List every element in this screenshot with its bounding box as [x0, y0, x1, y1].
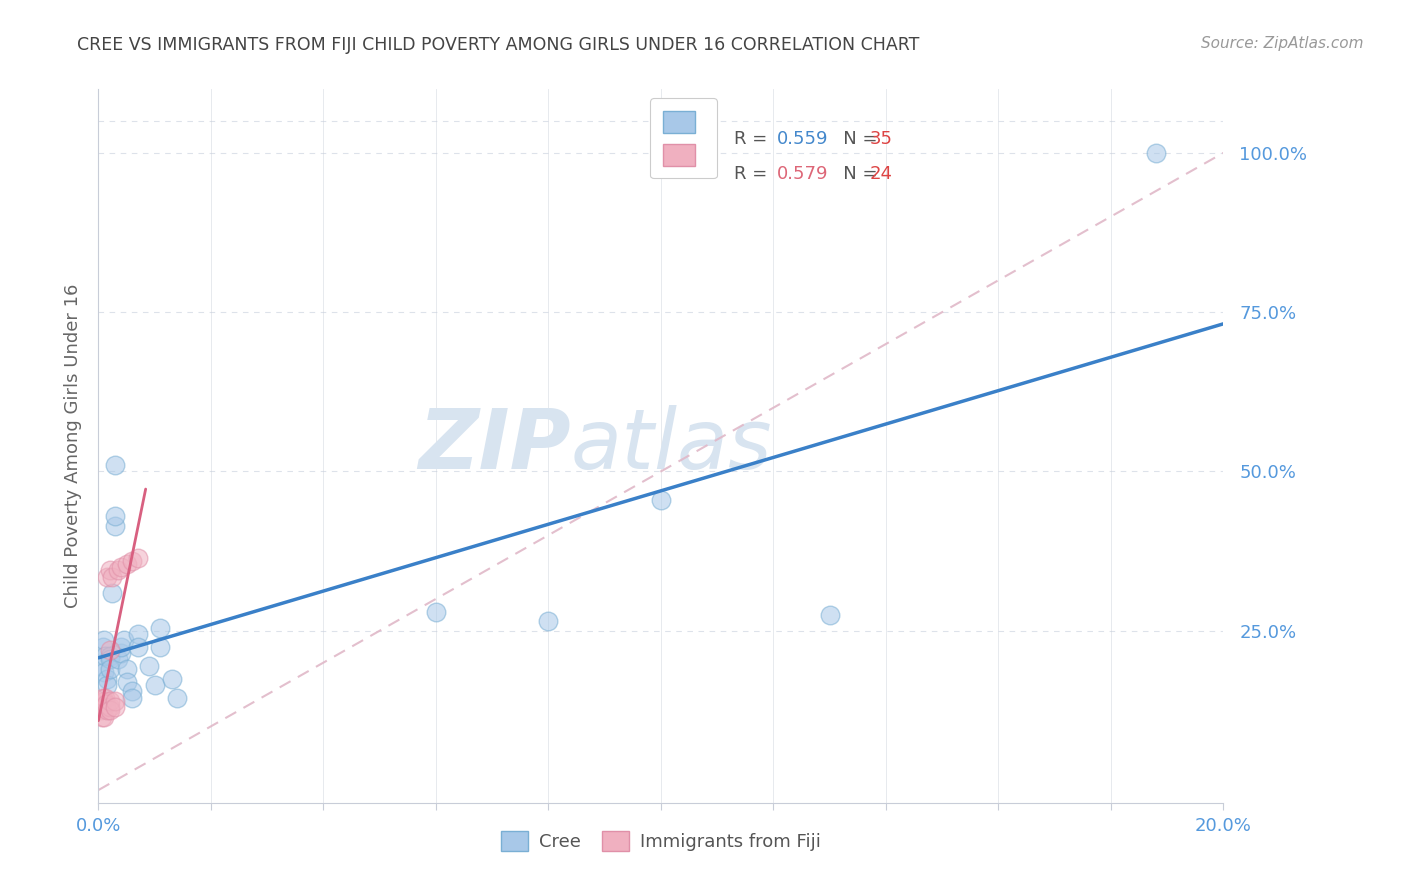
Point — [107, 563, 129, 577]
Text: N =: N = — [825, 165, 883, 183]
Point — [110, 646, 132, 660]
Text: ZIP: ZIP — [418, 406, 571, 486]
Point — [98, 652, 121, 666]
Point — [104, 694, 127, 708]
Point — [650, 493, 672, 508]
Point — [101, 569, 124, 583]
Text: 0.579: 0.579 — [776, 165, 828, 183]
Point — [160, 672, 183, 686]
Point — [115, 557, 138, 571]
Point — [93, 665, 115, 680]
Point — [110, 640, 132, 654]
Point — [104, 509, 127, 524]
Point — [98, 643, 121, 657]
Point — [96, 672, 118, 686]
Point — [98, 694, 121, 708]
Text: 35: 35 — [869, 129, 893, 147]
Point — [127, 627, 149, 641]
Point — [96, 703, 118, 717]
Point — [149, 640, 172, 654]
Point — [138, 658, 160, 673]
Text: R =: R = — [734, 165, 773, 183]
Point — [127, 640, 149, 654]
Text: N =: N = — [825, 129, 883, 147]
Point — [91, 690, 114, 705]
Point — [143, 678, 166, 692]
Legend: Cree, Immigrants from Fiji: Cree, Immigrants from Fiji — [494, 823, 828, 858]
Point — [425, 605, 447, 619]
Point — [1144, 145, 1167, 160]
Point — [98, 649, 121, 664]
Point — [818, 607, 841, 622]
Point — [96, 678, 118, 692]
Text: atlas: atlas — [571, 406, 772, 486]
Point — [91, 640, 114, 654]
Point — [115, 662, 138, 676]
Point — [537, 614, 560, 628]
Text: CREE VS IMMIGRANTS FROM FIJI CHILD POVERTY AMONG GIRLS UNDER 16 CORRELATION CHAR: CREE VS IMMIGRANTS FROM FIJI CHILD POVER… — [77, 36, 920, 54]
Text: 0.559: 0.559 — [776, 129, 828, 147]
Y-axis label: Child Poverty Among Girls Under 16: Child Poverty Among Girls Under 16 — [63, 284, 82, 608]
Text: 24: 24 — [869, 165, 893, 183]
Point — [121, 554, 143, 568]
Text: Source: ZipAtlas.com: Source: ZipAtlas.com — [1201, 36, 1364, 51]
Point — [96, 569, 118, 583]
Point — [98, 700, 121, 714]
Point — [98, 563, 121, 577]
Point — [104, 458, 127, 472]
Point — [166, 690, 188, 705]
Point — [91, 710, 114, 724]
Point — [98, 703, 121, 717]
Point — [127, 550, 149, 565]
Point — [121, 690, 143, 705]
Point — [98, 662, 121, 676]
Point — [149, 621, 172, 635]
Point — [107, 652, 129, 666]
Text: R =: R = — [734, 129, 773, 147]
Point — [93, 710, 115, 724]
Point — [94, 649, 117, 664]
Point — [115, 674, 138, 689]
Point — [101, 585, 124, 599]
Point — [94, 690, 117, 705]
Point — [110, 560, 132, 574]
Point — [89, 697, 111, 711]
Point — [104, 518, 127, 533]
Point — [94, 697, 117, 711]
Point — [90, 703, 112, 717]
Point — [90, 658, 112, 673]
Point — [93, 633, 115, 648]
Point — [112, 633, 135, 648]
Point — [104, 700, 127, 714]
Point — [121, 684, 143, 698]
Point — [93, 694, 115, 708]
Point — [93, 700, 115, 714]
